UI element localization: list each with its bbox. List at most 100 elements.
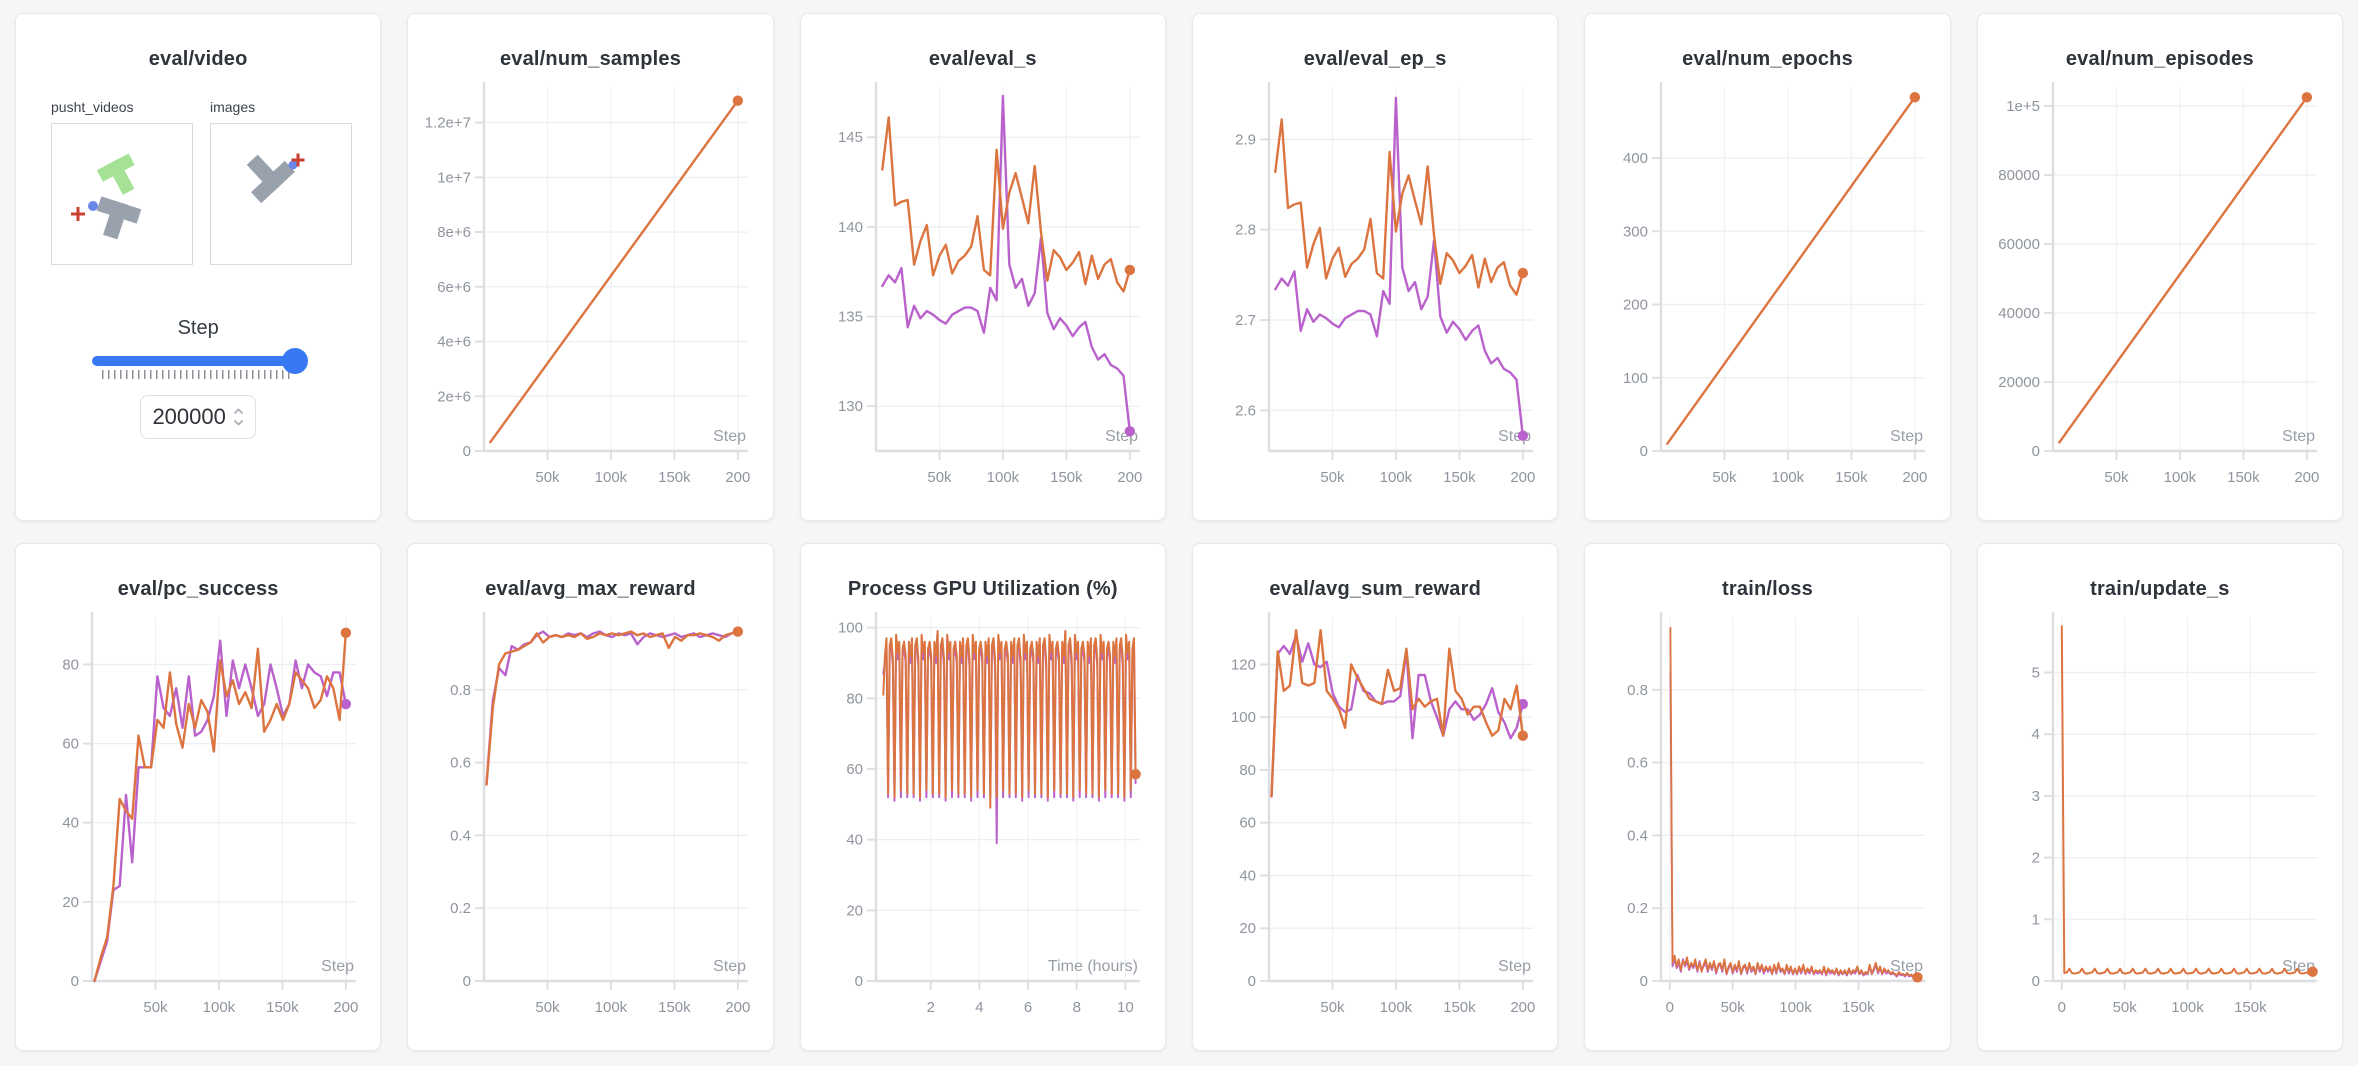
svg-text:Step: Step bbox=[1890, 958, 1923, 975]
svg-text:80: 80 bbox=[1239, 762, 1256, 779]
svg-text:50k: 50k bbox=[1320, 469, 1345, 486]
green-tee-shape bbox=[96, 153, 135, 195]
svg-text:200: 200 bbox=[1623, 297, 1648, 314]
svg-text:0: 0 bbox=[855, 973, 863, 990]
svg-text:2.8: 2.8 bbox=[1235, 222, 1256, 239]
svg-text:1e+7: 1e+7 bbox=[437, 169, 471, 186]
panel-gpu-utilization[interactable]: Process GPU Utilization (%) 2 4 6 8 10 0 20 40 6… bbox=[799, 543, 1166, 1051]
svg-text:40: 40 bbox=[847, 832, 864, 849]
panel-eval-num-epochs[interactable]: eval/num_epochs 50k 100k 150k 200 0 100 200 300… bbox=[1584, 13, 1951, 521]
svg-text:200: 200 bbox=[1510, 469, 1535, 486]
svg-text:60: 60 bbox=[1239, 815, 1256, 832]
svg-text:6: 6 bbox=[1024, 999, 1032, 1016]
svg-text:150k: 150k bbox=[1050, 469, 1083, 486]
svg-text:145: 145 bbox=[838, 129, 863, 146]
media-row: pusht_videos bbox=[51, 99, 380, 265]
panel-eval-num-episodes[interactable]: eval/num_episodes 50k 100k 150k 200 0 20000 40… bbox=[1976, 13, 2343, 521]
svg-text:1: 1 bbox=[2032, 911, 2040, 928]
svg-text:0: 0 bbox=[2058, 999, 2066, 1016]
svg-text:2.6: 2.6 bbox=[1235, 402, 1256, 419]
svg-text:200: 200 bbox=[725, 469, 750, 486]
stepper-arrows-icon[interactable] bbox=[233, 407, 244, 427]
svg-text:100k: 100k bbox=[595, 999, 628, 1016]
images-thumbnail[interactable] bbox=[210, 123, 352, 265]
svg-text:1e+5: 1e+5 bbox=[2007, 98, 2041, 115]
step-slider-track[interactable] bbox=[92, 348, 309, 374]
panel-title: eval/num_samples bbox=[499, 48, 682, 70]
svg-text:200: 200 bbox=[1510, 999, 1535, 1016]
panel-eval-eval-s[interactable]: eval/eval_s 50k 100k 150k 200 130 135 140 145 St… bbox=[799, 13, 1166, 521]
line-chart[interactable]: 50k 100k 150k 200 0 20000 40000 60000 80000 1e+5 S… bbox=[1989, 77, 2330, 503]
svg-text:Step: Step bbox=[1498, 958, 1531, 975]
panel-train-update-s[interactable]: train/update_s 0 50k 100k 150k 0 1 2 3 4 5 Step bbox=[1976, 543, 2343, 1051]
svg-text:150k: 150k bbox=[1842, 999, 1875, 1016]
line-chart[interactable]: 50k 100k 150k 200 0 2e+6 4e+6 6e+6 8e+6 1e+7 1.2e+… bbox=[420, 77, 761, 503]
svg-text:4: 4 bbox=[2032, 726, 2040, 743]
agent-dot bbox=[288, 160, 298, 170]
svg-text:50k: 50k bbox=[535, 999, 560, 1016]
svg-text:100k: 100k bbox=[1379, 469, 1412, 486]
svg-text:0: 0 bbox=[463, 443, 471, 460]
panel-title: eval/eval_s bbox=[928, 48, 1037, 70]
svg-text:0: 0 bbox=[70, 973, 78, 990]
svg-text:130: 130 bbox=[838, 398, 863, 415]
svg-text:0: 0 bbox=[463, 973, 471, 990]
svg-text:Step: Step bbox=[713, 958, 746, 975]
svg-text:100k: 100k bbox=[1772, 469, 1805, 486]
svg-text:0.6: 0.6 bbox=[1627, 755, 1648, 772]
svg-text:80: 80 bbox=[62, 656, 79, 673]
media-pusht-videos: pusht_videos bbox=[51, 99, 193, 265]
line-chart[interactable]: 50k 100k 150k 200 0 0.2 0.4 0.6 0.8 Step bbox=[420, 607, 761, 1033]
panel-eval-eval-ep-s[interactable]: eval/eval_ep_s 50k 100k 150k 200 2.6 2.7 2.8 2.… bbox=[1192, 13, 1559, 521]
svg-text:Step: Step bbox=[1890, 428, 1923, 445]
svg-text:200: 200 bbox=[333, 999, 358, 1016]
gray-tee-shape bbox=[246, 154, 295, 204]
svg-text:0: 0 bbox=[1666, 999, 1674, 1016]
svg-text:0.4: 0.4 bbox=[450, 827, 471, 844]
svg-text:50k: 50k bbox=[1320, 999, 1345, 1016]
svg-text:100: 100 bbox=[1623, 370, 1648, 387]
step-slider[interactable] bbox=[92, 348, 309, 379]
svg-text:200: 200 bbox=[1118, 469, 1143, 486]
step-number-input[interactable]: 200000 bbox=[140, 395, 257, 439]
svg-text:50k: 50k bbox=[1721, 999, 1746, 1016]
svg-text:0: 0 bbox=[2032, 443, 2040, 460]
svg-text:8: 8 bbox=[1073, 999, 1081, 1016]
panel-train-loss[interactable]: train/loss 0 50k 100k 150k 0 0.2 0.4 0.6 0.8 Step bbox=[1584, 543, 1951, 1051]
panel-eval-num-samples[interactable]: eval/num_samples 50k 100k 150k 200 0 2e+6 4e+6… bbox=[407, 13, 774, 521]
panel-eval-avg-sum-reward[interactable]: eval/avg_sum_reward 50k 100k 150k 200 0 20 40 6… bbox=[1192, 543, 1559, 1051]
panel-eval-video[interactable]: eval/video pusht_videos bbox=[15, 13, 382, 521]
agent-dot bbox=[88, 201, 98, 211]
svg-text:120: 120 bbox=[1231, 656, 1256, 673]
svg-text:Step: Step bbox=[2282, 958, 2315, 975]
step-slider-thumb[interactable] bbox=[282, 348, 309, 374]
svg-text:200: 200 bbox=[1902, 469, 1927, 486]
line-chart[interactable]: 0 50k 100k 150k 0 0.2 0.4 0.6 0.8 Step bbox=[1597, 607, 1938, 1033]
svg-text:4: 4 bbox=[976, 999, 984, 1016]
line-chart[interactable]: 0 50k 100k 150k 0 1 2 3 4 5 Step bbox=[1989, 607, 2330, 1033]
svg-text:2: 2 bbox=[927, 999, 935, 1016]
panel-eval-avg-max-reward[interactable]: eval/avg_max_reward 50k 100k 150k 200 0 0.2 0.… bbox=[407, 543, 774, 1051]
svg-text:0: 0 bbox=[1640, 443, 1648, 460]
svg-text:0.8: 0.8 bbox=[1627, 682, 1648, 699]
line-chart[interactable]: 50k 100k 150k 200 0 20 40 60 80 100 120 Step bbox=[1205, 607, 1546, 1033]
svg-text:100: 100 bbox=[1231, 709, 1256, 726]
panel-title: eval/video bbox=[148, 48, 248, 70]
line-chart[interactable]: 50k 100k 150k 200 0 20 40 60 80 Step bbox=[28, 607, 369, 1033]
svg-text:10: 10 bbox=[1117, 999, 1134, 1016]
panel-title: eval/avg_sum_reward bbox=[1269, 578, 1482, 600]
slider-tick-marks bbox=[102, 370, 295, 379]
svg-text:Step: Step bbox=[2282, 428, 2315, 445]
svg-text:150k: 150k bbox=[1443, 999, 1476, 1016]
svg-text:2.9: 2.9 bbox=[1235, 131, 1256, 148]
svg-text:150k: 150k bbox=[2234, 999, 2267, 1016]
panel-eval-pc-success[interactable]: eval/pc_success 50k 100k 150k 200 0 20 40 60 80 S… bbox=[15, 543, 382, 1051]
svg-text:50k: 50k bbox=[2113, 999, 2138, 1016]
svg-text:50k: 50k bbox=[928, 469, 953, 486]
pusht-video-thumbnail[interactable] bbox=[51, 123, 193, 265]
line-chart[interactable]: 50k 100k 150k 200 0 100 200 300 400 Step bbox=[1597, 77, 1938, 503]
